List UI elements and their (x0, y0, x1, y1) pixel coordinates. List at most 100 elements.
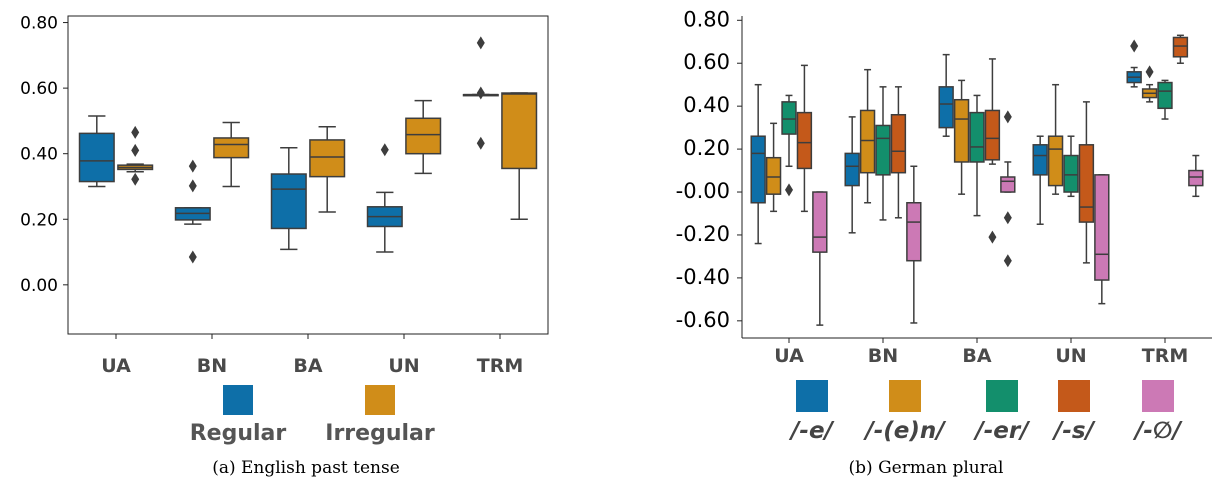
box-series-ua (812, 191, 828, 326)
y-tick-label: 0.40 (683, 93, 730, 117)
box-irregular-ba (309, 126, 346, 213)
y-axis-b: -0.60 -0.40 -0.20 -0.00 0.20 0.40 0.60 0.80 (676, 7, 742, 332)
box-body (1188, 169, 1204, 187)
box-body (938, 86, 954, 129)
box-s-ba (984, 58, 1001, 244)
y-tick-label: 0.40 (20, 145, 58, 165)
box-body (1094, 174, 1110, 281)
box-series-bn (906, 165, 922, 324)
y-tick-label: -0.20 (676, 222, 730, 246)
box-body (213, 137, 250, 159)
box-body (1157, 81, 1173, 110)
x-tick-label-un: UN (1055, 345, 1086, 367)
y-tick-label: -0.60 (676, 308, 730, 332)
box-s-ua (796, 64, 813, 213)
outlier-point (476, 86, 485, 100)
box-s-un (1078, 101, 1095, 264)
box-body (750, 135, 766, 204)
box-series-trm (1188, 154, 1204, 198)
box-body (796, 111, 813, 170)
y-tick-label: 0.80 (20, 14, 58, 34)
legend-swatch-series (1142, 380, 1174, 412)
outlier-point (188, 250, 197, 264)
box-body (1078, 144, 1095, 223)
box-body (969, 111, 985, 163)
x-tick-label-un: UN (388, 355, 419, 377)
outlier-point (1003, 254, 1012, 268)
box-irregular-ua (117, 125, 154, 186)
box-e-un (1032, 135, 1048, 225)
box-s-trm (1172, 34, 1189, 64)
boxes-a (78, 36, 538, 264)
legend-swatch-er (986, 380, 1018, 412)
y-tick-label: 0.00 (20, 276, 58, 296)
box-er-trm (1157, 79, 1173, 120)
y-tick-label: 0.80 (683, 7, 730, 31)
y-tick-label: -0.00 (676, 179, 730, 203)
box-series-ba (1000, 110, 1016, 268)
y-axis-a: 0.00 0.20 0.40 0.60 0.80 (20, 14, 68, 296)
box-er-ba (969, 94, 985, 217)
outlier-point (188, 179, 197, 193)
box-e-ua (750, 83, 766, 245)
box-body (812, 191, 828, 253)
y-tick-label: 0.20 (683, 136, 730, 160)
x-tick-label-trm: TRM (1142, 345, 1189, 367)
box-er-ua (781, 94, 797, 197)
box-body (906, 202, 922, 262)
box-irregular-trm (501, 92, 538, 221)
box-body (859, 109, 876, 174)
legend-label-e: /-e/ (788, 418, 835, 444)
box-irregular-bn (213, 121, 250, 188)
x-tick-label-trm: TRM (477, 355, 524, 377)
legend-label-series: /-∅/ (1132, 418, 1183, 444)
legend-swatch-e (796, 380, 828, 412)
outlier-point (131, 125, 140, 139)
x-tick-label-ba: BA (293, 355, 322, 377)
legend-label-er: /-er/ (972, 418, 1030, 444)
outlier-point (1003, 110, 1012, 124)
outlier-point (380, 143, 389, 157)
box-body (1032, 144, 1048, 176)
panel-english-past-tense: 0.00 0.20 0.40 0.60 0.80 UA BN BA UN TRM Regular… (20, 14, 549, 478)
x-axis-a: UA BN BA UN TRM (101, 334, 523, 377)
box-e-n-ua (765, 122, 782, 213)
y-tick-label: -0.40 (676, 265, 730, 289)
y-tick-label: 0.60 (20, 79, 58, 99)
caption-a: (a) English past tense (212, 458, 400, 478)
box-body (501, 92, 538, 170)
legend-label-e-n: /-(e)n/ (862, 418, 946, 444)
box-body (844, 152, 860, 187)
box-series-un (1094, 174, 1110, 305)
box-er-bn (875, 86, 891, 221)
x-tick-label-bn: BN (197, 355, 227, 377)
outlier-point (131, 143, 140, 157)
box-body (781, 101, 797, 135)
x-tick-label-ua: UA (774, 345, 804, 367)
box-body (309, 139, 346, 178)
outlier-point (1130, 39, 1139, 53)
box-er-un (1063, 135, 1079, 198)
box-e-n-trm (1141, 65, 1158, 103)
box-e-ba (938, 53, 954, 137)
y-tick-label: 0.20 (20, 210, 58, 230)
box-body (984, 109, 1001, 161)
box-body (1063, 154, 1079, 193)
box-e-n-bn (859, 68, 876, 204)
boxes-b (750, 34, 1204, 326)
box-body (1047, 135, 1064, 187)
outlier-point (785, 183, 793, 197)
box-regular-trm (462, 36, 499, 150)
box-body (270, 173, 307, 230)
legend-swatch-e-n (889, 380, 921, 412)
x-tick-label-bn: BN (868, 345, 898, 367)
legend-label-irregular: Irregular (325, 421, 435, 446)
outlier-point (988, 230, 997, 244)
legend-b: /-e/ /-(e)n/ /-er/ /-s/ /-∅/ (788, 380, 1183, 444)
box-body (890, 113, 907, 174)
box-irregular-un (405, 99, 442, 175)
box-s-bn (890, 86, 907, 219)
caption-b: (b) German plural (849, 458, 1004, 478)
x-axis-b: UA BN BA UN TRM (774, 338, 1188, 367)
box-body (765, 156, 782, 195)
